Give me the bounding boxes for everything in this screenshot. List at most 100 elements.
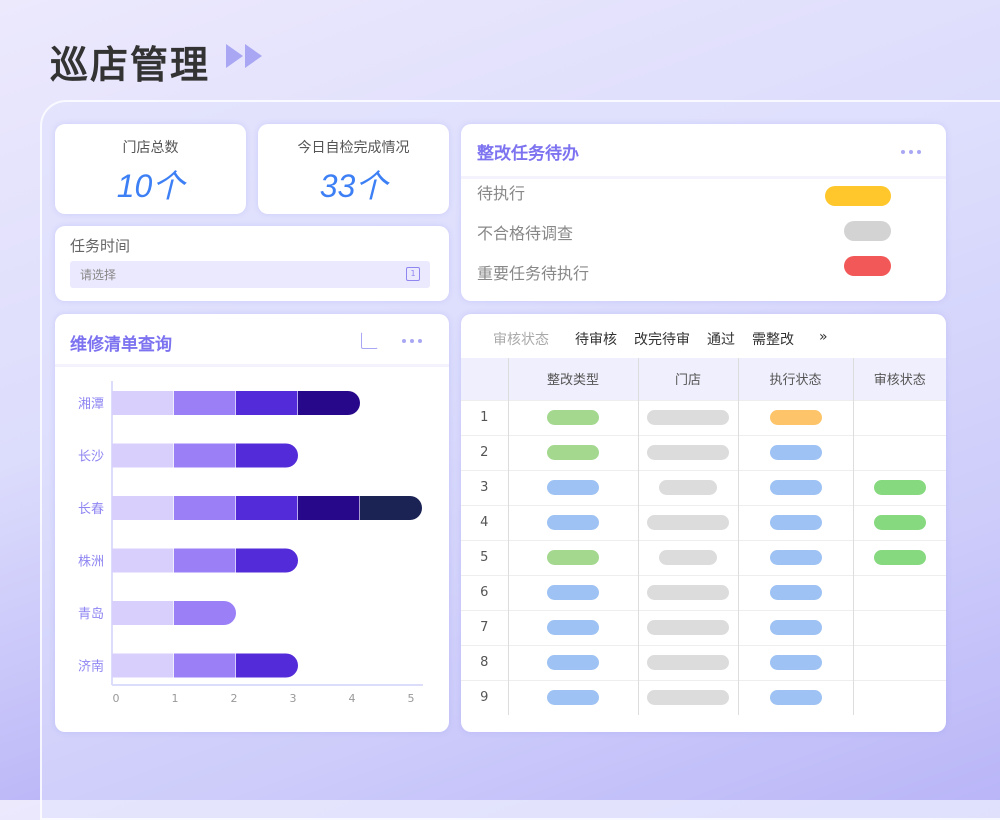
stat-card-self-check: 今日自检完成情况 33个 xyxy=(258,124,449,214)
exec-status-placeholder xyxy=(769,585,822,600)
exec-status-cell xyxy=(737,679,853,715)
more-icon[interactable] xyxy=(901,150,921,154)
review-status-placeholder xyxy=(873,515,926,530)
review-status-placeholder xyxy=(873,550,926,565)
table-row[interactable]: 4 xyxy=(461,504,946,540)
column-header[interactable]: 门店 xyxy=(637,358,738,400)
x-tick-label: 0 xyxy=(113,692,120,705)
x-tick-label: 2 xyxy=(231,692,238,705)
bar-segment xyxy=(174,601,236,625)
category-label: 济南 xyxy=(78,659,104,675)
store-placeholder xyxy=(659,550,717,565)
filter-fixed-pending[interactable]: 改完待审 xyxy=(634,332,690,348)
bar-segment xyxy=(236,548,298,573)
stat-label: 门店总数 xyxy=(122,140,179,156)
exec-status-placeholder xyxy=(769,620,822,635)
table-row[interactable]: 6 xyxy=(461,574,946,610)
store-placeholder xyxy=(647,515,729,530)
stat-value: 10个 xyxy=(116,168,185,204)
todo-item-bar[interactable] xyxy=(844,221,891,241)
review-status-cell xyxy=(852,469,946,505)
bar-segment xyxy=(112,443,174,468)
store-cell xyxy=(637,574,738,610)
repair-title: 维修清单查询 xyxy=(70,335,172,355)
calendar-icon[interactable]: 1 xyxy=(406,267,420,281)
table-row[interactable]: 7 xyxy=(461,609,946,645)
filter-passed[interactable]: 通过 xyxy=(707,332,735,348)
exec-status-cell xyxy=(737,399,853,435)
divider xyxy=(461,176,946,179)
review-status-placeholder xyxy=(873,480,926,495)
type-placeholder xyxy=(547,515,599,530)
bar-segment xyxy=(174,496,236,520)
table-row[interactable]: 5 xyxy=(461,539,946,575)
review-status-cell xyxy=(852,504,946,540)
review-status-cell xyxy=(852,644,946,680)
review-card: 审核状态 待审核 改完待审 通过 需整改 » 整改类型 门店 执行状态 审核状态… xyxy=(461,314,946,732)
type-placeholder xyxy=(547,480,599,495)
divider xyxy=(55,364,449,367)
type-cell xyxy=(507,679,638,715)
bar-segment xyxy=(236,496,298,520)
review-status-cell xyxy=(852,679,946,715)
bar-segment xyxy=(236,653,298,678)
type-placeholder xyxy=(547,620,599,635)
exec-status-cell xyxy=(737,574,853,610)
category-label: 湘潭 xyxy=(78,397,104,412)
review-status-cell xyxy=(852,574,946,610)
bar-segment xyxy=(298,496,360,520)
todo-card: 整改任务待办 待执行 不合格待调查 重要任务待执行 xyxy=(461,124,946,301)
column-header[interactable]: 整改类型 xyxy=(507,358,638,400)
share-icon[interactable] xyxy=(361,332,378,349)
todo-item-bar[interactable] xyxy=(825,186,891,206)
more-filters-icon[interactable]: » xyxy=(819,329,828,345)
forward-arrows-icon xyxy=(226,44,264,68)
table-row[interactable]: 9 xyxy=(461,679,946,715)
more-icon[interactable] xyxy=(402,339,422,343)
exec-status-cell xyxy=(737,434,853,470)
type-placeholder xyxy=(547,445,599,460)
type-cell xyxy=(507,574,638,610)
x-tick-label: 4 xyxy=(349,692,356,705)
category-label: 长春 xyxy=(78,502,104,517)
store-placeholder xyxy=(647,445,729,460)
row-index: 2 xyxy=(461,434,508,470)
table-row[interactable]: 3 xyxy=(461,469,946,505)
page-title: 巡店管理 xyxy=(50,43,211,87)
bar-segment xyxy=(298,391,360,415)
store-placeholder xyxy=(647,585,729,600)
filter-pending[interactable]: 待审核 xyxy=(575,332,617,348)
exec-status-cell xyxy=(737,609,853,645)
date-picker-input[interactable]: 请选择 1 xyxy=(70,261,430,288)
column-header[interactable]: 审核状态 xyxy=(852,358,946,400)
type-cell xyxy=(507,539,638,575)
store-cell xyxy=(637,434,738,470)
exec-status-placeholder xyxy=(769,550,822,565)
exec-status-cell xyxy=(737,644,853,680)
row-index: 8 xyxy=(461,644,508,680)
bar-segment xyxy=(112,496,174,520)
task-time-card: 任务时间 请选择 1 xyxy=(55,226,449,301)
row-index: 1 xyxy=(461,399,508,435)
bar-segment xyxy=(112,548,174,573)
table-row[interactable]: 8 xyxy=(461,644,946,680)
bar-segment xyxy=(112,391,174,415)
exec-status-placeholder xyxy=(769,410,822,425)
bar-segment xyxy=(174,391,236,415)
table-row[interactable]: 2 xyxy=(461,434,946,470)
filter-needs-fix[interactable]: 需整改 xyxy=(752,332,794,348)
bar-segment xyxy=(174,443,236,468)
table-row[interactable]: 1 xyxy=(461,399,946,435)
type-placeholder xyxy=(547,690,599,706)
store-cell xyxy=(637,469,738,505)
store-placeholder xyxy=(647,620,729,635)
category-label: 长沙 xyxy=(78,450,104,465)
row-index: 4 xyxy=(461,504,508,540)
bar-segment xyxy=(174,548,236,573)
type-cell xyxy=(507,399,638,435)
table-header: 整改类型 门店 执行状态 审核状态 xyxy=(461,358,946,400)
bar-segment xyxy=(112,601,174,625)
exec-status-placeholder xyxy=(769,515,822,530)
todo-item-bar[interactable] xyxy=(844,256,891,276)
column-header[interactable]: 执行状态 xyxy=(737,358,853,400)
